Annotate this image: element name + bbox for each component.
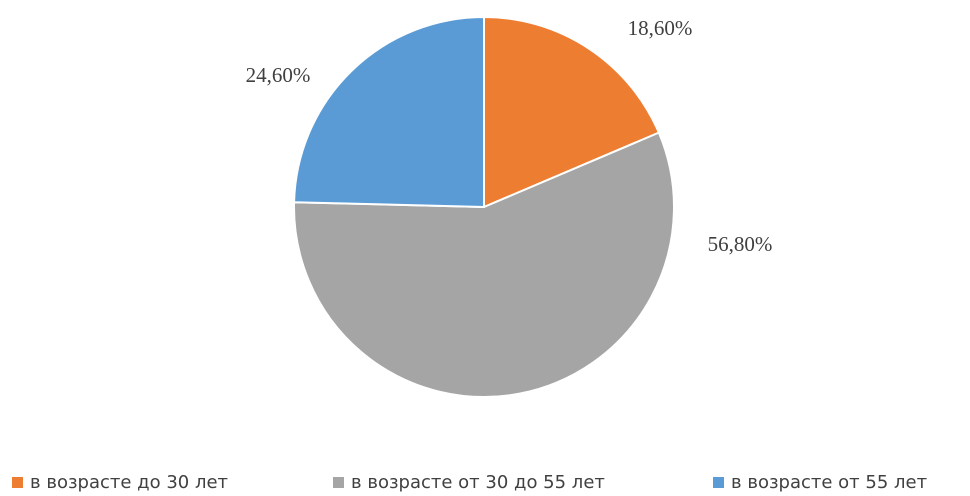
pie-slice bbox=[293, 15, 485, 209]
legend-label: в возрасте до 30 лет bbox=[30, 472, 228, 493]
legend-label: в возрасте от 30 до 55 лет bbox=[351, 472, 605, 493]
legend-swatch bbox=[333, 477, 344, 488]
data-label: 18,60% bbox=[628, 16, 693, 40]
pie-slice bbox=[293, 131, 675, 398]
legend-swatch bbox=[12, 477, 23, 488]
data-label: 24,60% bbox=[246, 63, 311, 87]
data-label: 56,80% bbox=[708, 232, 773, 256]
legend-label: в возрасте от 55 лет bbox=[731, 472, 927, 493]
legend-swatch bbox=[713, 477, 724, 488]
pie-slice bbox=[483, 15, 661, 209]
